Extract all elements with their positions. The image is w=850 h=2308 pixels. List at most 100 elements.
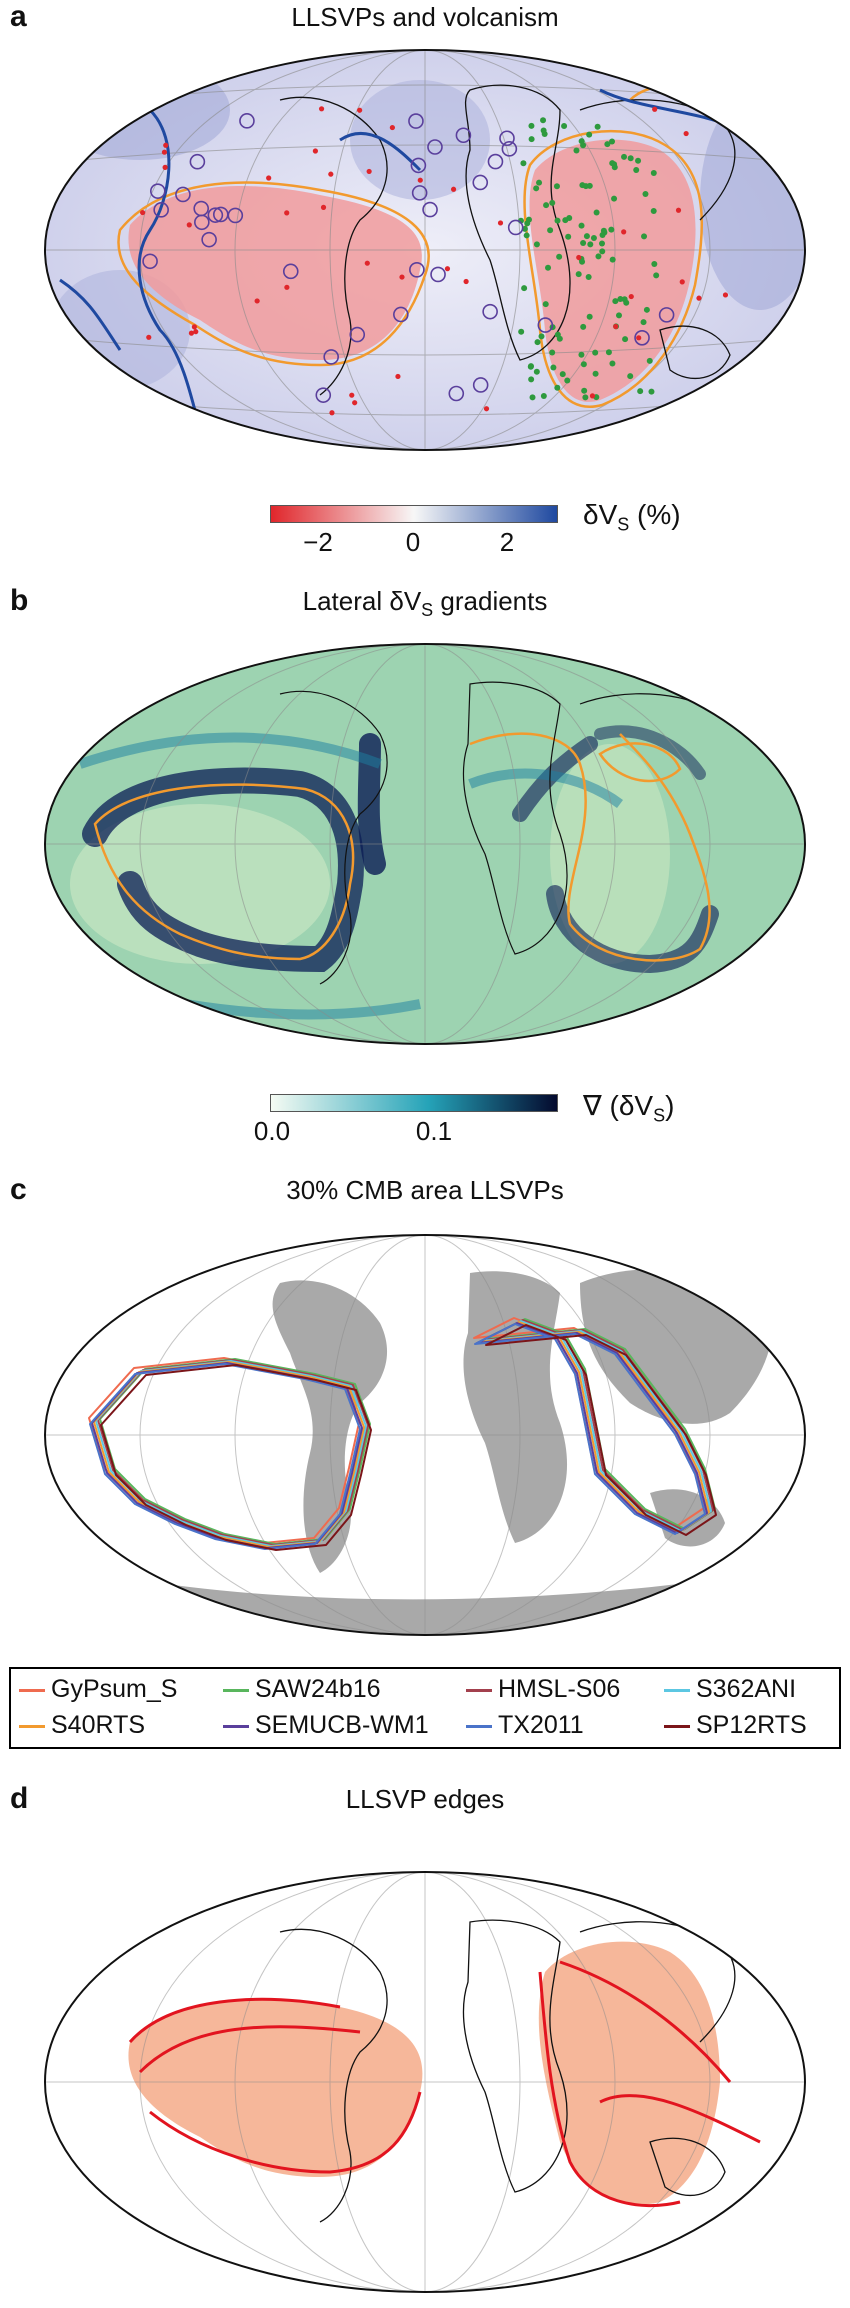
lip-point — [463, 278, 469, 285]
kimberlite-point — [540, 117, 547, 124]
african-llsvp-region — [529, 139, 696, 402]
kimberlite-point — [627, 373, 634, 380]
lip-point — [636, 335, 642, 341]
hotspot-circle — [409, 262, 425, 278]
kimberlite-point — [554, 331, 561, 338]
lip-point — [254, 298, 260, 304]
lip-point — [444, 266, 451, 272]
kimberlite-point — [642, 191, 649, 198]
lip-point — [163, 142, 169, 148]
kimberlite-point — [599, 240, 606, 247]
lip-point — [613, 323, 619, 330]
hotspot-circle — [142, 253, 158, 270]
lip-point — [320, 204, 327, 210]
lip-point — [191, 324, 197, 330]
lip-point — [329, 410, 335, 416]
legend-swatch — [664, 1724, 690, 1728]
kimberlite-point — [646, 357, 653, 364]
kimberlite-point — [575, 271, 582, 278]
kimberlite-point — [609, 360, 616, 367]
lip-point — [395, 373, 401, 380]
kimberlite-point — [621, 296, 628, 303]
colorbar-b-tick-2: 0.1 — [415, 1116, 453, 1146]
kimberlite-point — [590, 235, 597, 242]
kimberlite-point — [648, 388, 655, 395]
legend-swatch — [19, 1724, 45, 1728]
legend-item: TX2011 — [466, 1711, 584, 1740]
kimberlite-point — [528, 122, 535, 129]
kimberlite-point — [540, 127, 547, 134]
hotspot-circle — [149, 183, 166, 199]
hotspot-circle — [239, 113, 255, 129]
lip-point — [366, 168, 372, 175]
kimberlite-point — [578, 138, 585, 145]
map-d — [44, 1871, 806, 2293]
lip-point — [722, 292, 729, 298]
legend-swatch — [466, 1688, 492, 1692]
model-contour-pacific — [97, 1359, 369, 1546]
model-contour-african — [474, 1323, 706, 1535]
kimberlite-point — [573, 147, 580, 154]
hotspot-circle — [455, 127, 472, 144]
kimberlite-point — [580, 240, 587, 247]
hotspot-circle — [227, 207, 244, 224]
panel-title-b: Lateral δVS gradients — [302, 586, 548, 621]
map-a-outline — [44, 49, 806, 451]
kimberlite-point — [562, 217, 569, 224]
kimberlite-point — [586, 313, 593, 320]
panel-title-c: 30% CMB area LLSVPs — [286, 1175, 564, 1205]
hotspot-circle — [349, 326, 366, 343]
kimberlite-point — [580, 361, 587, 368]
hotspot-circle — [411, 185, 428, 201]
map-a — [44, 49, 806, 451]
kimberlite-point — [582, 394, 589, 401]
kimberlite-point — [521, 285, 528, 292]
lip-point — [399, 274, 405, 280]
legend-swatch — [19, 1688, 45, 1692]
kimberlite-point — [609, 256, 616, 263]
kimberlite-point — [538, 333, 545, 340]
kimberlite-point — [536, 179, 543, 186]
model-contours — [88, 1317, 717, 1551]
panel-b: b Lateral δVS gradients — [0, 584, 850, 1146]
colorbar-b-tick-1: 0.0 — [253, 1116, 291, 1146]
legend-swatch — [223, 1688, 249, 1692]
hotspot-circle — [499, 130, 515, 147]
hotspot-circle — [634, 329, 650, 346]
hotspot-circle — [408, 113, 424, 129]
colorbar-a — [270, 505, 558, 523]
kimberlite-point — [533, 368, 540, 375]
kimberlite-point — [545, 264, 552, 271]
kimberlite-point — [612, 298, 619, 305]
graticule-d — [45, 1872, 805, 2292]
kimberlite-point — [617, 295, 624, 302]
kimberlite-point — [578, 351, 585, 358]
kimberlite-point — [593, 209, 600, 216]
kimberlite-point — [543, 202, 550, 209]
kimberlite-point — [565, 233, 572, 240]
kimberlite-point — [587, 241, 594, 248]
kimberlite-point — [635, 157, 642, 164]
hotspot-circle — [482, 303, 498, 320]
lip-point — [352, 400, 358, 406]
kimberlite-point — [554, 384, 561, 391]
kimberlite-point — [540, 392, 547, 399]
kimberlite-point — [611, 164, 618, 171]
hotspot-circle — [207, 207, 224, 223]
map-b — [44, 643, 806, 1045]
kimberlite-point — [595, 253, 602, 260]
panel-letter-a: a — [10, 0, 27, 33]
panel-title-a: LLSVPs and volcanism — [291, 2, 559, 32]
lip-point — [146, 334, 152, 340]
hotspot-circle — [315, 387, 332, 403]
kimberlite-point — [583, 233, 590, 240]
kimberlite-point — [582, 183, 589, 190]
graticule-c — [45, 1235, 805, 1635]
map-b-outline — [44, 643, 806, 1045]
kimberlite-point — [615, 312, 622, 319]
kimberlite-point — [578, 222, 585, 229]
kimberlite-point — [621, 153, 628, 160]
model-contour-pacific — [95, 1360, 367, 1547]
kimberlite-point — [547, 227, 554, 234]
kimberlite-point — [594, 123, 601, 130]
